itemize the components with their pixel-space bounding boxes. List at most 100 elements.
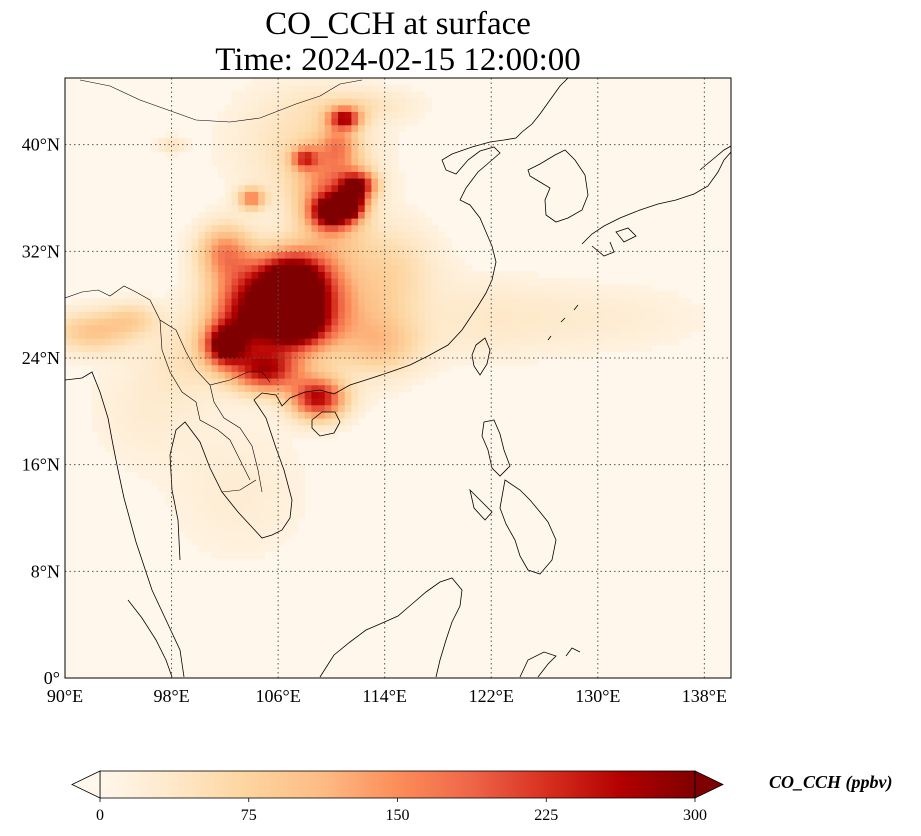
field-cell bbox=[378, 331, 386, 339]
field-cell bbox=[151, 404, 159, 412]
field-cell bbox=[171, 151, 179, 159]
field-cell bbox=[531, 324, 539, 332]
field-cell bbox=[231, 144, 239, 152]
field-cell bbox=[338, 398, 346, 406]
field-cell bbox=[391, 138, 399, 146]
field-cell bbox=[218, 198, 226, 206]
field-cell bbox=[591, 338, 599, 346]
field-cell bbox=[151, 371, 159, 379]
field-cell bbox=[231, 371, 239, 379]
field-cell bbox=[371, 178, 379, 186]
field-cell bbox=[451, 351, 459, 359]
field-cell bbox=[118, 291, 126, 299]
field-cell bbox=[384, 144, 392, 152]
field-cell bbox=[617, 284, 626, 292]
field-cell bbox=[338, 384, 346, 392]
field-cell bbox=[151, 298, 159, 306]
field-cell bbox=[671, 318, 679, 326]
field-cell bbox=[597, 284, 606, 292]
field-cell bbox=[304, 224, 313, 232]
field-cell bbox=[151, 424, 159, 432]
field-cell bbox=[84, 318, 93, 326]
field-cell bbox=[218, 138, 226, 146]
field-cell bbox=[124, 304, 133, 312]
field-cell bbox=[131, 371, 139, 379]
field-cell bbox=[131, 384, 139, 392]
field-cell bbox=[298, 84, 306, 92]
field-cell bbox=[184, 224, 193, 232]
field-cell bbox=[477, 284, 486, 292]
field-cell bbox=[111, 344, 119, 352]
field-cell bbox=[224, 191, 233, 199]
field-cell bbox=[224, 304, 233, 312]
field-cell bbox=[537, 331, 546, 339]
field-cell bbox=[104, 351, 113, 359]
field-cell bbox=[537, 304, 546, 312]
field-cell bbox=[531, 338, 539, 346]
field-cell bbox=[391, 284, 399, 292]
field-cell bbox=[631, 344, 639, 352]
field-cell bbox=[231, 164, 239, 172]
field-cell bbox=[378, 351, 386, 359]
field-cell bbox=[118, 318, 126, 326]
field-cell bbox=[398, 84, 406, 92]
field-cell bbox=[378, 344, 386, 352]
field-cell bbox=[644, 304, 652, 312]
field-cell bbox=[191, 511, 199, 519]
field-cell bbox=[271, 538, 279, 546]
field-cell bbox=[411, 218, 419, 226]
field-cell bbox=[424, 231, 432, 239]
field-cell bbox=[358, 404, 366, 412]
field-cell bbox=[178, 311, 186, 319]
field-cell bbox=[258, 91, 266, 99]
field-cell bbox=[204, 511, 213, 519]
field-cell bbox=[391, 238, 399, 246]
field-cell bbox=[378, 118, 386, 126]
field-cell bbox=[551, 291, 559, 299]
field-cell bbox=[358, 138, 366, 146]
field-cell bbox=[98, 398, 106, 406]
field-cell bbox=[184, 331, 193, 339]
field-cell bbox=[111, 438, 119, 446]
field-cell bbox=[218, 504, 226, 512]
field-cell bbox=[431, 238, 439, 246]
field-cell bbox=[331, 431, 339, 439]
field-cell bbox=[344, 358, 352, 366]
field-cell bbox=[198, 518, 206, 526]
field-cell bbox=[304, 151, 313, 159]
field-cell bbox=[231, 218, 239, 226]
field-cell bbox=[424, 271, 432, 279]
field-cell bbox=[544, 291, 552, 299]
field-cell bbox=[231, 451, 239, 459]
field-cell bbox=[371, 238, 379, 246]
field-cell bbox=[118, 458, 126, 466]
field-cell bbox=[244, 151, 253, 159]
field-cell bbox=[391, 191, 399, 199]
field-cell bbox=[91, 311, 99, 319]
field-cell bbox=[384, 231, 392, 239]
field-cell bbox=[184, 371, 193, 379]
field-cell bbox=[231, 298, 239, 306]
field-cell bbox=[311, 84, 319, 92]
field-cell bbox=[198, 211, 206, 219]
field-cell bbox=[597, 344, 606, 352]
field-cell bbox=[244, 484, 253, 492]
field-cell bbox=[204, 204, 213, 212]
field-cell bbox=[184, 424, 193, 432]
field-cell bbox=[224, 271, 233, 279]
field-cell bbox=[191, 464, 199, 472]
field-cell bbox=[404, 378, 412, 386]
field-cell bbox=[391, 124, 399, 132]
field-cell bbox=[264, 491, 273, 499]
field-cell bbox=[264, 264, 273, 272]
field-cell bbox=[244, 91, 253, 99]
field-cell bbox=[431, 271, 439, 279]
field-cell bbox=[384, 344, 392, 352]
field-cell bbox=[304, 318, 313, 326]
field-cell bbox=[278, 304, 286, 312]
field-cell bbox=[364, 264, 372, 272]
field-cell bbox=[124, 398, 133, 406]
field-cell bbox=[218, 258, 226, 266]
field-cell bbox=[118, 378, 126, 386]
field-cell bbox=[318, 191, 326, 199]
